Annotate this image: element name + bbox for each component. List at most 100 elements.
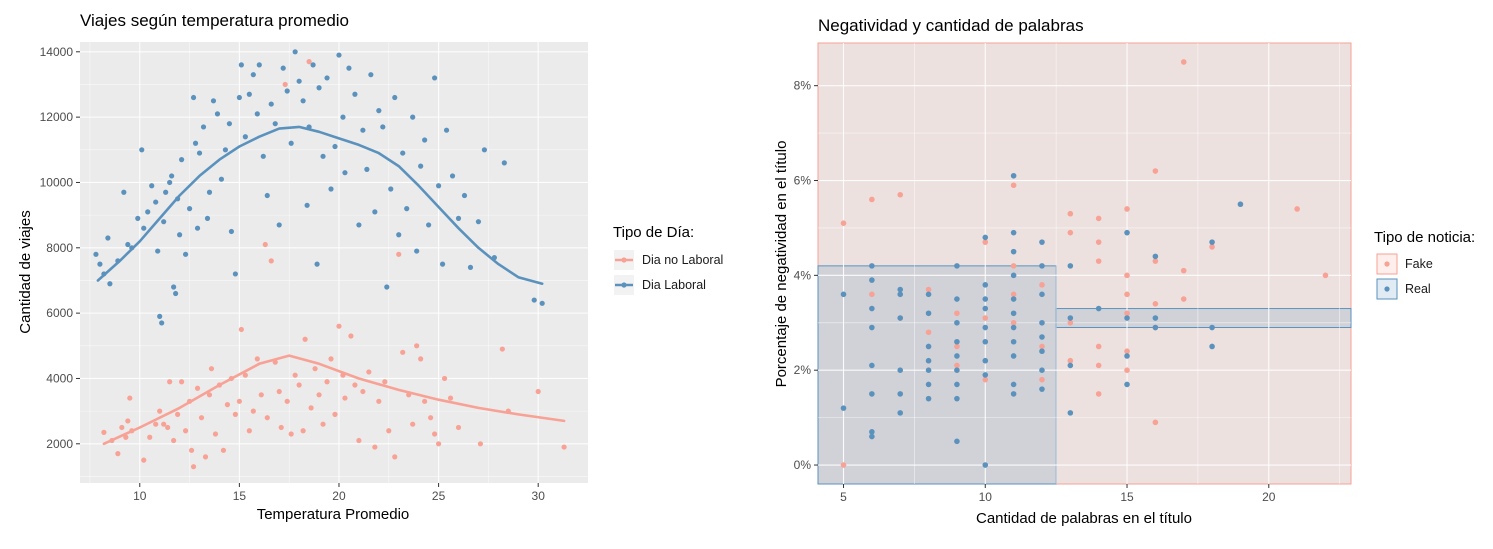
point-dia-laboral [324, 75, 330, 81]
point-dia-no-laboral [324, 379, 330, 385]
point-fake [954, 310, 960, 317]
point-dia-no-laboral [236, 398, 242, 404]
point-dia-no-laboral [208, 366, 215, 372]
point-real [1237, 201, 1244, 208]
point-dia-no-laboral [356, 437, 362, 444]
point-fake [1180, 296, 1187, 302]
point-dia-laboral [93, 251, 99, 257]
point-dia-laboral [260, 153, 266, 159]
point-dia-no-laboral [447, 395, 454, 401]
point-fake [1067, 319, 1074, 326]
point-fake [1124, 206, 1130, 212]
point-dia-no-laboral [392, 454, 398, 460]
point-dia-laboral [314, 261, 320, 267]
point-real [869, 362, 875, 369]
point-dia-laboral [161, 219, 167, 225]
point-real [1067, 410, 1074, 416]
chart-negatividad: Negatividad y cantidad de palabras 5 10 15… [773, 16, 1475, 527]
point-fake [1152, 168, 1159, 174]
point-real [1152, 253, 1159, 260]
point-dia-laboral [194, 225, 201, 231]
point-real [1010, 229, 1017, 236]
point-dia-laboral [200, 124, 207, 130]
point-fake [1067, 357, 1074, 364]
point-real [1152, 315, 1159, 321]
point-dia-no-laboral [328, 356, 334, 362]
x-tick-label: 20 [1262, 490, 1276, 504]
point-real [982, 296, 989, 302]
trend-line-dia-laboral [96, 125, 544, 285]
point-dia-no-laboral [428, 415, 434, 421]
point-real [1095, 305, 1102, 312]
point-real [1124, 315, 1130, 321]
point-dia-no-laboral [254, 356, 260, 362]
x-tick-label: 5 [840, 490, 847, 504]
point-real [1209, 324, 1215, 331]
point-dia-no-laboral [202, 454, 209, 460]
y-tick-label: 2% [794, 363, 812, 377]
point-real [869, 324, 875, 331]
point-fake [1010, 182, 1017, 189]
point-real [1209, 343, 1215, 350]
point-dia-laboral [336, 52, 342, 58]
point-real [925, 381, 932, 388]
point-fake [982, 376, 989, 383]
point-fake [1180, 267, 1187, 274]
chart-title: Viajes según temperatura promedio [80, 11, 349, 30]
point-dia-laboral [539, 300, 545, 306]
point-fake [1294, 206, 1300, 212]
point-dia-laboral [171, 284, 177, 290]
point-dia-laboral [443, 127, 450, 133]
point-dia-no-laboral [147, 434, 153, 440]
point-dia-no-laboral [282, 81, 288, 88]
point-dia-laboral [135, 215, 141, 221]
point-dia-laboral [196, 150, 203, 156]
point-dia-laboral [218, 176, 225, 182]
point-dia-laboral [97, 261, 103, 267]
point-real [982, 324, 989, 331]
x-axis-label: Cantidad de palabras en el título [976, 510, 1192, 527]
point-dia-no-laboral [306, 59, 312, 65]
y-tick-label: 6000 [46, 306, 73, 320]
point-dia-laboral [107, 281, 113, 287]
point-dia-no-laboral [455, 424, 462, 431]
y-tick-label: 8% [794, 79, 812, 93]
point-dia-no-laboral [153, 421, 159, 427]
point-dia-no-laboral [125, 418, 131, 424]
point-dia-laboral [328, 186, 334, 192]
legend-label-fake: Fake [1405, 257, 1433, 271]
point-real [897, 315, 904, 321]
region-real-1 [817, 265, 1057, 485]
point-dia-laboral [300, 98, 306, 104]
point-dia-no-laboral [224, 402, 231, 408]
point-dia-laboral [268, 101, 274, 107]
point-dia-no-laboral [182, 428, 189, 434]
chart-panel-negatividad: Negatividad y cantidad de palabras 5 10 15… [746, 0, 1493, 544]
point-fake [925, 329, 932, 336]
y-tick-label: 2000 [46, 437, 73, 451]
legend-key-point [621, 257, 627, 263]
y-tick-label: 4% [794, 268, 812, 282]
point-dia-no-laboral [238, 326, 244, 333]
point-real [982, 462, 989, 468]
point-real [1067, 362, 1074, 369]
point-dia-no-laboral [302, 336, 308, 342]
point-fake [1067, 210, 1074, 217]
point-real [1039, 367, 1045, 373]
legend-label-real: Real [1405, 282, 1431, 296]
point-dia-no-laboral [316, 392, 322, 398]
point-dia-no-laboral [308, 405, 314, 411]
point-dia-no-laboral [312, 366, 318, 372]
point-dia-no-laboral [258, 392, 264, 398]
point-real [1067, 315, 1074, 321]
point-dia-no-laboral [332, 411, 338, 417]
point-dia-laboral [426, 222, 432, 228]
point-real [1039, 386, 1045, 392]
point-dia-laboral [455, 215, 462, 221]
point-dia-laboral [159, 320, 165, 326]
point-fake [1095, 343, 1102, 350]
point-dia-laboral [360, 127, 366, 133]
point-dia-no-laboral [171, 437, 177, 444]
point-real [1010, 248, 1017, 255]
point-fake [1322, 272, 1329, 279]
